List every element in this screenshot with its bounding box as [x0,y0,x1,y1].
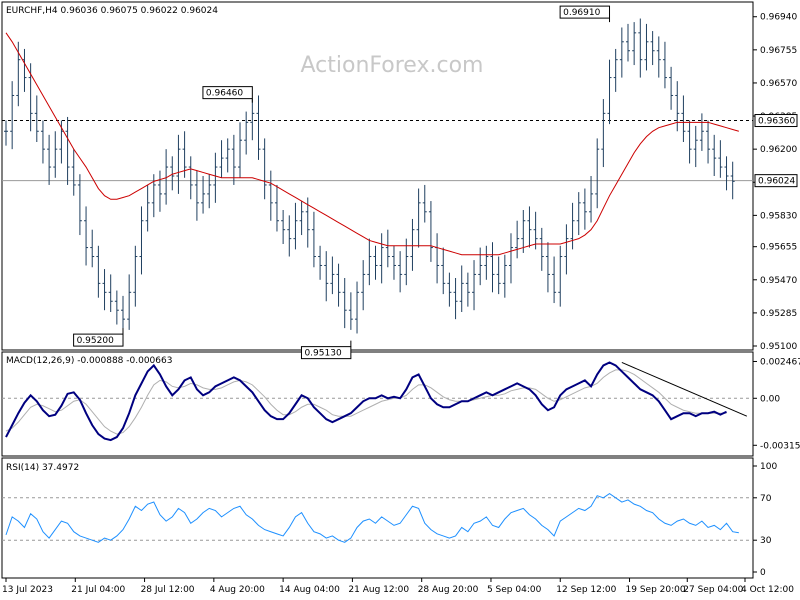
current-price-tag-label: 0.96024 [758,177,795,187]
x-tick-label: 19 Sep 20:00 [626,585,686,595]
macd-trendline [621,362,748,417]
price-y-tick-label: 0.96570 [760,79,797,89]
watermark: ActionForex.com [301,53,484,78]
price-header: EURCHF,H4 0.96036 0.96075 0.96022 0.9602… [6,6,218,16]
macd-panel [1,351,754,457]
x-tick-label: 21 Jul 04:00 [71,585,125,595]
price-y-tick-label: 0.95100 [760,342,797,352]
price-y-tick-label: 0.95470 [760,276,797,286]
annotation-box [73,333,124,347]
price-y-tick-label: 0.95655 [760,243,797,253]
price-y-tick-label: 0.96200 [760,145,797,155]
price-series-layer: 0.96910 0.96460 0.95200 0.95130 [2,5,753,360]
price-y-tick-label: 0.96940 [760,13,797,23]
price-y-tick-label: 0.95285 [760,309,797,319]
rsi-y-tick-label: 30 [760,536,772,546]
x-tick-label: 4 Aug 20:00 [210,585,265,595]
annotation-box [300,346,352,360]
annotation-box [202,86,253,100]
axes-layer: 0.969400.967550.965700.963850.962000.960… [2,13,800,595]
annotation-box [559,5,611,19]
macd-y-tick-label: 0.002467 [760,357,800,367]
annotation-label: 0.96910 [563,8,600,18]
price-y-tick-label: 0.95830 [760,211,797,221]
x-tick-label: 14 Aug 04:00 [279,585,340,595]
current-price-tag [754,174,798,188]
rsi-y-tick-label: 0 [760,568,766,578]
annotation-label: 0.95200 [77,336,114,346]
macd-y-tick-label: -0.00315 [760,441,800,451]
macd-main-line [5,361,727,442]
x-tick-label: 13 Jul 2023 [2,585,53,595]
x-tick-label: 12 Sep 12:00 [556,585,616,595]
resistance-tag-label: 0.96360 [758,117,795,127]
rsi-series-layer [2,492,753,543]
rsi-line [5,492,739,543]
rsi-y-tick-label: 70 [760,494,772,504]
macd-series-layer [2,361,753,442]
rsi-header: RSI(14) 37.4972 [6,463,79,473]
price-y-tick-label: 0.96755 [760,46,797,56]
moving-average-line [5,32,739,256]
x-tick-label: 21 Aug 12:00 [348,585,409,595]
macd-y-tick-label: 0.00 [760,394,780,404]
annotation-label: 0.96460 [206,89,243,99]
annotation-label: 0.95130 [304,349,341,359]
rsi-y-tick-label: 100 [760,462,777,472]
x-tick-label: 27 Sep 04:00 [683,585,743,595]
x-tick-label: 4 Oct 12:00 [741,585,794,595]
x-tick-label: 28 Aug 20:00 [418,585,479,595]
x-tick-label: 28 Jul 12:00 [141,585,195,595]
rsi-panel [1,457,754,579]
macd-signal-line [5,369,727,435]
x-tick-label: 5 Sep 04:00 [487,585,542,595]
macd-header: MACD(12,26,9) -0.000888 -0.000663 [6,356,172,366]
resistance-tag [754,114,798,128]
